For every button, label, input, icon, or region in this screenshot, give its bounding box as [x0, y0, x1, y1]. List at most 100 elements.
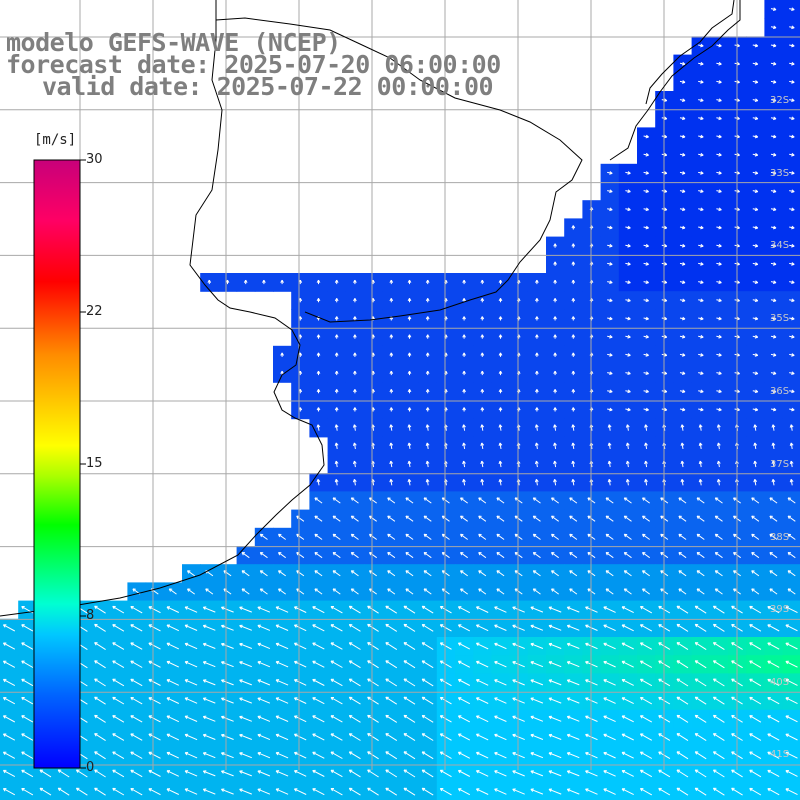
wind-arrow [767, 678, 780, 687]
wind-arrow [442, 497, 450, 504]
wind-arrow [257, 752, 271, 759]
wind-arrow [458, 733, 471, 741]
wind-arrow [3, 660, 16, 668]
wind-arrow [440, 733, 452, 741]
wind-arrow [257, 661, 271, 668]
wind-arrow [715, 588, 723, 595]
wind-arrow [621, 642, 634, 650]
wind-arrow-head [445, 370, 448, 374]
wind-arrow-head [427, 298, 430, 302]
wind-arrow-head [772, 460, 776, 464]
wind-arrow-head [554, 279, 557, 283]
wind-arrow [767, 642, 780, 650]
wind-arrow [203, 697, 216, 704]
wind-arrow-head [281, 352, 284, 356]
wind-arrow-head [390, 407, 394, 411]
wind-arrow [203, 788, 216, 795]
wind-arrow [169, 588, 177, 595]
wind-arrow [676, 714, 689, 723]
wind-arrow-head [554, 243, 557, 247]
wind-arrow [203, 752, 216, 759]
wind-arrow-head [572, 424, 576, 428]
wind-arrow-head [372, 442, 375, 446]
wind-arrow [751, 588, 760, 595]
wind-arrow-head [718, 100, 722, 102]
wind-arrow-head [536, 442, 539, 446]
wind-arrow-head [354, 352, 357, 356]
wind-arrow [458, 660, 471, 668]
wind-arrow-head [536, 370, 539, 374]
wind-arrow [496, 588, 505, 595]
wind-arrow [184, 770, 198, 777]
wind-arrow [567, 606, 580, 613]
wind-arrow [603, 624, 616, 632]
wind-arrow [275, 679, 289, 686]
wind-arrow [260, 533, 268, 540]
wind-arrow-head [627, 318, 631, 321]
wind-arrow [785, 642, 798, 650]
wind-arrow [351, 497, 359, 504]
wind-arrow-head [754, 300, 758, 303]
wind-arrow-head [645, 318, 649, 321]
wind-arrow [260, 588, 268, 595]
wind-arrow-head [772, 478, 776, 483]
wind-arrow [514, 588, 523, 595]
wind-arrow [567, 734, 580, 740]
wind-arrow-head [481, 424, 485, 428]
wind-arrow [423, 570, 432, 577]
wind-arrow [785, 733, 798, 741]
wind-arrow [769, 515, 778, 522]
wind-arrow-head [445, 442, 448, 446]
wind-arrow [294, 733, 307, 741]
wind-arrow [551, 497, 559, 504]
wind-arrow [569, 588, 578, 595]
wind-arrow-head [700, 354, 704, 357]
wind-arrow-head [409, 279, 412, 283]
wind-arrow [460, 515, 468, 522]
wind-arrow [349, 624, 361, 632]
wind-arrow-head [681, 227, 686, 230]
wind-arrow-head [718, 81, 722, 84]
wind-arrow [349, 733, 361, 741]
wind-arrow-head [591, 389, 594, 393]
wind-arrow [460, 588, 468, 595]
wind-arrow-head [445, 352, 448, 356]
wind-arrow-head [718, 442, 721, 446]
wind-arrow [387, 497, 396, 504]
wind-arrow-head [754, 391, 758, 394]
wind-arrow [39, 787, 52, 796]
wind-arrow [294, 642, 307, 650]
wind-arrow [642, 570, 650, 577]
wind-arrow-head [500, 389, 503, 393]
wind-arrow [385, 678, 398, 687]
wind-arrow [749, 715, 762, 723]
wind-arrow [548, 716, 562, 722]
wind-arrow [130, 769, 143, 778]
wind-arrow [330, 642, 343, 650]
wind-arrow-head [627, 172, 631, 175]
wind-arrow [676, 623, 689, 632]
wind-arrow-head [754, 154, 758, 157]
wind-arrow [512, 715, 525, 722]
wind-arrow [21, 660, 34, 668]
wind-arrow-head [791, 409, 795, 412]
wind-arrow-head [518, 279, 521, 283]
wind-arrow-head [481, 334, 485, 338]
wind-arrow-head [390, 279, 394, 283]
wind-arrow [130, 733, 143, 741]
wind-arrow-head [645, 227, 649, 230]
wind-arrow [187, 570, 195, 577]
wind-arrow [239, 625, 252, 631]
wind-arrow-head [627, 460, 630, 464]
colorbar-tick-30: 30 [86, 152, 103, 167]
wind-arrow-head [681, 424, 685, 428]
wind-arrow [713, 733, 725, 742]
wind-arrow-head [754, 100, 758, 102]
wind-arrow [569, 533, 578, 540]
wind-arrow-head [463, 352, 466, 356]
wind-arrow [385, 787, 398, 796]
wind-arrow [349, 678, 361, 687]
wind-arrow [148, 660, 161, 668]
wind-arrow-head [754, 136, 758, 139]
wind-arrow [39, 769, 52, 778]
